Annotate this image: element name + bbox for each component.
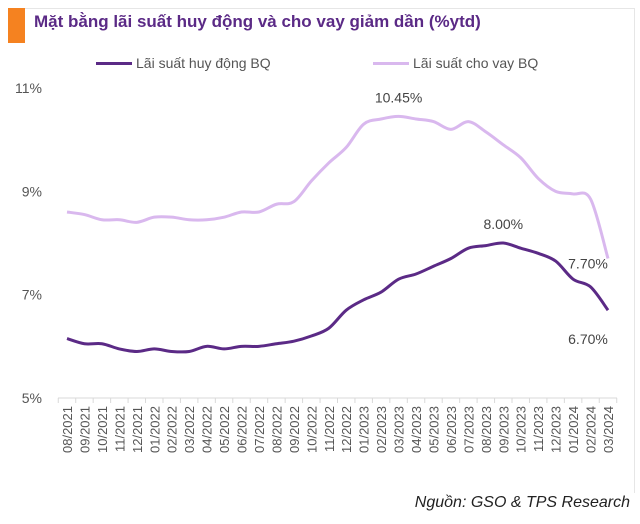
x-tick-label: 04/2023 [409, 406, 424, 453]
x-tick-label: 06/2022 [235, 406, 250, 453]
x-tick-label: 02/2024 [584, 406, 599, 453]
y-tick-label: 9% [22, 183, 42, 199]
x-tick-label: 10/2022 [304, 406, 319, 453]
x-tick-label: 02/2023 [374, 406, 389, 453]
x-tick-label: 12/2021 [130, 406, 145, 453]
x-tick-label: 04/2022 [200, 406, 215, 453]
x-tick-label: 01/2023 [357, 406, 372, 453]
x-tick-label: 09/2023 [496, 406, 511, 453]
y-tick-label: 7% [22, 287, 42, 303]
x-tick-label: 02/2022 [165, 406, 180, 453]
chart-frame [8, 8, 635, 493]
title-accent-bar [8, 8, 25, 43]
legend-label: Lãi suất huy động BQ [136, 55, 271, 71]
x-tick-label: 03/2024 [601, 406, 616, 453]
data-label: 8.00% [483, 216, 523, 232]
source-note: Nguồn: GSO & TPS Research [414, 494, 630, 511]
series-line [66, 114, 610, 259]
legend-item-lending: Lãi suất cho vay BQ [373, 55, 538, 71]
x-tick-label: 08/2021 [60, 406, 75, 453]
x-tick-label: 06/2023 [444, 406, 459, 453]
legend-label: Lãi suất cho vay BQ [413, 55, 539, 71]
data-label: 10.45% [375, 89, 422, 105]
x-tick-label: 07/2022 [252, 406, 267, 453]
x-tick-label: 10/2023 [514, 406, 529, 453]
legend-swatch [373, 61, 409, 65]
x-tick-label: 09/2022 [287, 406, 302, 453]
x-tick-label: 05/2023 [426, 406, 441, 453]
x-tick-label: 09/2021 [77, 406, 92, 453]
series-line [66, 241, 610, 354]
x-tick-label: 07/2023 [461, 406, 476, 453]
data-label: 7.70% [568, 256, 608, 272]
x-tick-label: 03/2023 [392, 406, 407, 453]
legend-item-deposit: Lãi suất huy động BQ [96, 55, 271, 71]
x-tick-label: 01/2022 [147, 406, 162, 453]
legend-swatch [96, 61, 132, 65]
x-tick-label: 08/2022 [269, 406, 284, 453]
chart-title: Mặt bằng lãi suất huy động và cho vay gi… [34, 12, 481, 31]
x-tick-label: 10/2021 [95, 406, 110, 453]
x-tick-label: 12/2023 [549, 406, 564, 453]
x-tick-label: 01/2024 [566, 406, 581, 453]
data-label: 6.70% [568, 331, 608, 347]
x-tick-label: 12/2022 [339, 406, 354, 453]
y-tick-label: 11% [15, 80, 42, 96]
x-tick-label: 05/2022 [217, 406, 232, 453]
x-tick-label: 11/2023 [531, 406, 546, 452]
x-tick-label: 03/2022 [182, 406, 197, 453]
x-tick-label: 11/2022 [322, 406, 337, 452]
x-tick-label: 11/2021 [112, 406, 127, 452]
y-tick-label: 5% [22, 390, 42, 406]
x-tick-label: 08/2023 [479, 406, 494, 453]
